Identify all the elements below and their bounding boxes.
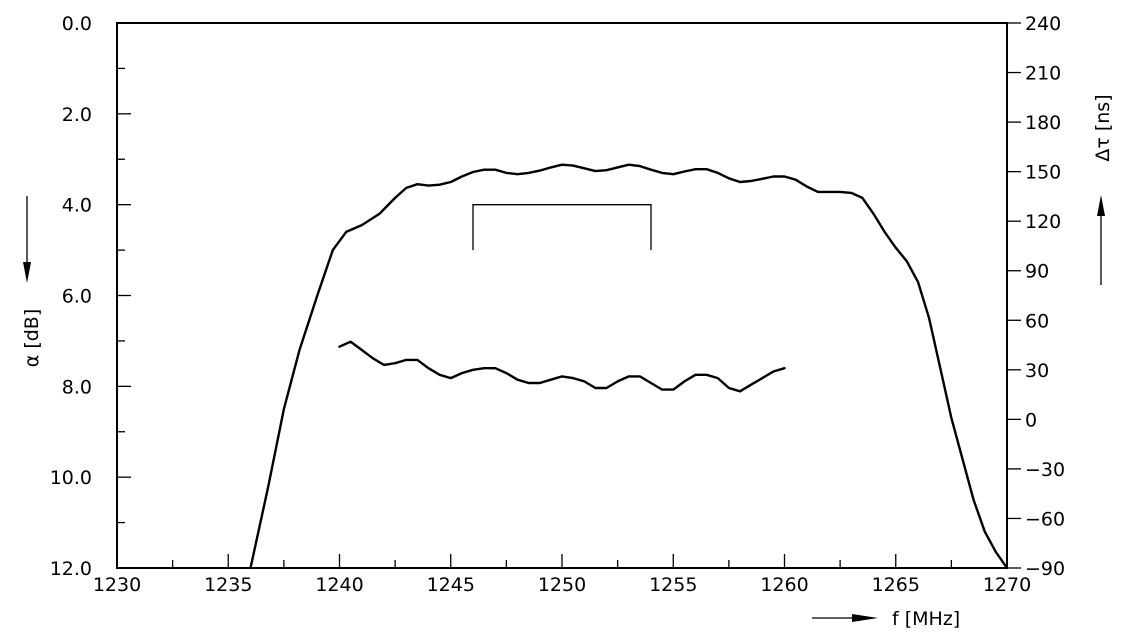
x-tick-label: 1255: [649, 574, 697, 596]
y-right-tick-label: −30: [1025, 459, 1065, 481]
y-right-tick-label: 240: [1025, 13, 1061, 35]
x-title-group: f [MHz]: [812, 608, 960, 630]
y-left-tick-label: 6.0: [62, 286, 92, 308]
x-ticks: 1230 1235 1240 1245 1250 1255 1260 1265 1270: [93, 554, 1031, 596]
x-tick-label: 1260: [760, 574, 808, 596]
x-tick-label: 1250: [538, 574, 586, 596]
y-left-axis-title: α [dB]: [21, 309, 43, 367]
y-right-tick-label: 180: [1025, 112, 1061, 134]
y-right-tick-label: −90: [1025, 558, 1065, 580]
attenuation-curve: [249, 163, 1009, 570]
x-tick-label: 1235: [204, 574, 252, 596]
x-arrow-right-icon: [852, 614, 878, 622]
y-right-tick-label: 120: [1025, 211, 1061, 233]
y-left-tick-label: 4.0: [62, 195, 92, 217]
y-left-tick-label: 10.0: [50, 467, 92, 489]
y-left-arrow-down-icon: [23, 262, 31, 283]
y-right-tick-label: −60: [1025, 508, 1065, 530]
y-right-ticks: 240 210 180 150 120 90 60 30 0 −30 −60 −90: [1007, 13, 1065, 580]
y-right-tick-label: 150: [1025, 162, 1061, 184]
plot-frame: [116, 22, 1008, 569]
series-layer: [249, 163, 1009, 570]
x-tick-label: 1265: [872, 574, 920, 596]
y-right-tick-label: 60: [1025, 310, 1049, 332]
y-right-tick-label: 0: [1025, 409, 1037, 431]
x-tick-label: 1240: [315, 574, 363, 596]
y-left-tick-label: 0.0: [62, 13, 92, 35]
y-right-title-group: Δτ [ns]: [1092, 94, 1114, 285]
x-axis-title: f [MHz]: [892, 608, 960, 630]
x-tick-label: 1230: [93, 574, 141, 596]
x-tick-label: 1245: [427, 574, 475, 596]
y-right-tick-label: 210: [1025, 63, 1061, 85]
group-delay-curve: [338, 340, 786, 393]
y-right-tick-label: 30: [1025, 360, 1049, 382]
y-right-tick-label: 90: [1025, 261, 1049, 283]
y-left-ticks: 0.0 2.0 4.0 6.0 8.0 10.0 12.0: [50, 13, 131, 580]
y-left-tick-label: 2.0: [62, 104, 92, 126]
y-right-axis-title: Δτ [ns]: [1092, 94, 1114, 161]
x-tick-label: 1270: [983, 574, 1031, 596]
y-left-tick-label: 12.0: [50, 558, 92, 580]
passband-bracket: [472, 204, 652, 251]
y-left-title-group: α [dB]: [21, 196, 43, 367]
y-right-arrow-up-icon: [1097, 195, 1105, 216]
y-left-tick-label: 8.0: [62, 376, 92, 398]
annotation-layer: [472, 204, 652, 251]
